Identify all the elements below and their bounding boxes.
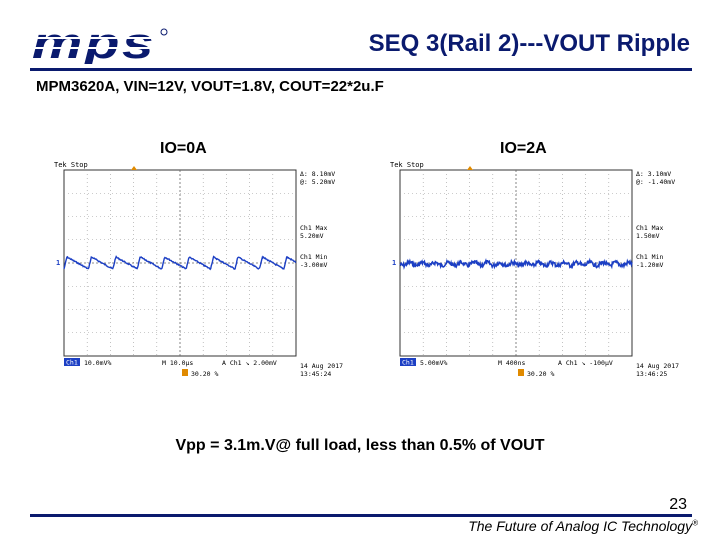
- timebase: M 400ns: [498, 359, 525, 367]
- footer-tagline: The Future of Analog IC Technology®: [468, 518, 698, 534]
- ch1-max-value: 1.50mV: [636, 232, 660, 240]
- scope-screen: Tek Stop 1 Δ: 3.10mV @: -1.40mV Ch1 Max …: [388, 158, 688, 383]
- trigger-setting: A Ch1 ↘ -100µV: [558, 359, 613, 367]
- ch1-min-value: -1.20mV: [636, 261, 663, 269]
- trigger-pos-icon: [182, 369, 188, 376]
- ripple-summary: Vpp = 3.1m.V@ full load, less than 0.5% …: [0, 437, 720, 455]
- ch1-scale: 5.00mV%: [420, 359, 447, 367]
- scope-screen: Tek Stop 1 Δ: 8.10mV @: 5.20mV Ch1 Max 5…: [52, 158, 352, 383]
- cursor-delta: Δ: 8.10mV: [300, 170, 335, 178]
- trigger-position-marker: [131, 166, 137, 170]
- capture-date: 14 Aug 2017: [636, 362, 679, 370]
- capture-time: 13:45:24: [300, 370, 331, 378]
- ch1-max-value: 5.20mV: [300, 232, 324, 240]
- tagline-text: The Future of Analog IC Technology: [468, 518, 692, 534]
- svg-text:Ch1: Ch1: [66, 359, 78, 367]
- ch1-scale: 10.0mV%: [84, 359, 111, 367]
- ch1-max-label: Ch1 Max: [300, 224, 327, 232]
- logo-wordmark: mps: [32, 24, 156, 64]
- svg-text:Ch1: Ch1: [402, 359, 414, 367]
- scope-status: Tek Stop: [390, 161, 424, 169]
- timebase: M 10.0µs: [162, 359, 193, 367]
- slide-subtitle: MPM3620A, VIN=12V, VOUT=1.8V, COUT=22*2u…: [36, 78, 384, 95]
- capture-time: 13:46:25: [636, 370, 667, 378]
- scope-status: Tek Stop: [54, 161, 88, 169]
- trigger-setting: A Ch1 ↘ 2.00mV: [222, 359, 277, 367]
- trigger-position: 30.20 %: [191, 370, 218, 378]
- trigger-position: 30.20 %: [527, 370, 554, 378]
- trigger-position-marker: [467, 166, 473, 170]
- footer-divider: [30, 514, 692, 517]
- cursor-at: @: -1.40mV: [636, 178, 675, 186]
- registered-mark: ®: [692, 518, 698, 527]
- ch1-ground-marker: 1: [56, 259, 60, 267]
- cursor-delta: Δ: 3.10mV: [636, 170, 671, 178]
- trigger-pos-icon: [518, 369, 524, 376]
- ch1-min-value: -3.00mV: [300, 261, 327, 269]
- slide-title: SEQ 3(Rail 2)---VOUT Ripple: [369, 30, 690, 58]
- scope-capture-io-0a: Tek Stop 1 Δ: 8.10mV @: 5.20mV Ch1 Max 5…: [52, 158, 352, 383]
- panel-label-io-2a: IO=2A: [500, 140, 547, 158]
- ch1-max-label: Ch1 Max: [636, 224, 663, 232]
- header-divider: [30, 68, 692, 71]
- panel-label-io-0a: IO=0A: [160, 140, 207, 158]
- capture-date: 14 Aug 2017: [300, 362, 343, 370]
- ch1-min-label: Ch1 Min: [300, 253, 327, 261]
- ch1-min-label: Ch1 Min: [636, 253, 663, 261]
- page-number: 23: [669, 496, 687, 514]
- mps-logo: mps: [30, 24, 170, 64]
- cursor-at: @: 5.20mV: [300, 178, 335, 186]
- scope-capture-io-2a: Tek Stop 1 Δ: 3.10mV @: -1.40mV Ch1 Max …: [388, 158, 688, 383]
- ch1-ground-marker: 1: [392, 259, 396, 267]
